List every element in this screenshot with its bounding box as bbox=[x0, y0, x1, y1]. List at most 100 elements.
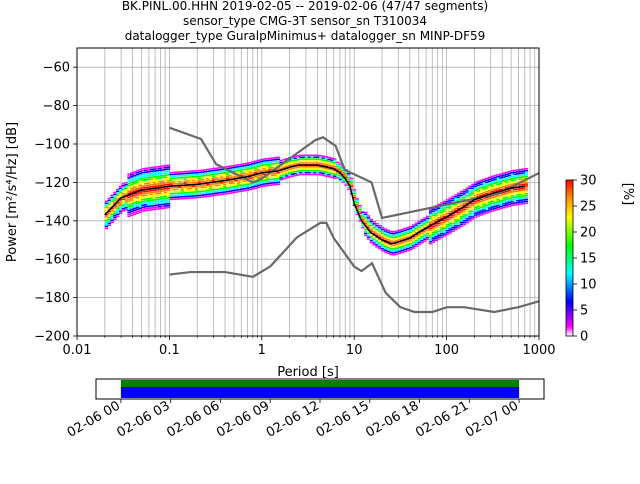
psd-cell bbox=[225, 177, 230, 179]
psd-cell bbox=[296, 174, 300, 176]
psd-cell bbox=[513, 204, 517, 206]
psd-cell bbox=[124, 208, 128, 211]
psd-cell bbox=[366, 217, 371, 219]
psd-cell bbox=[476, 182, 481, 185]
x-tick-label: 1 bbox=[258, 343, 266, 358]
psd-cell bbox=[459, 219, 464, 222]
psd-cell bbox=[234, 168, 238, 170]
psd-cell bbox=[476, 207, 481, 209]
psd-cell bbox=[372, 238, 376, 240]
psd-cell bbox=[304, 168, 309, 170]
psd-cell bbox=[290, 169, 295, 172]
psd-cell bbox=[118, 195, 123, 197]
psd-cell bbox=[516, 174, 520, 177]
psd-cell bbox=[138, 174, 143, 177]
psd-cell bbox=[282, 174, 286, 176]
psd-cell bbox=[259, 181, 264, 184]
psd-cell bbox=[411, 247, 416, 249]
psd-cell bbox=[124, 183, 128, 186]
psd-cell bbox=[431, 239, 436, 241]
psd-cell bbox=[189, 176, 193, 178]
psd-cell bbox=[420, 220, 424, 223]
psd-cell bbox=[378, 226, 382, 229]
psd-cell bbox=[459, 202, 464, 204]
psd-cell bbox=[217, 176, 221, 179]
psd-cell bbox=[395, 236, 399, 238]
psd-cell bbox=[228, 188, 233, 190]
psd-cell bbox=[426, 236, 430, 239]
psd-cell bbox=[507, 203, 512, 206]
psd-cell bbox=[254, 181, 258, 184]
psd-cell bbox=[459, 204, 464, 206]
x-axis: 0.01 0.1 1 10 100 1000 bbox=[63, 336, 556, 358]
psd-cell bbox=[104, 214, 109, 216]
psd-cell bbox=[116, 190, 120, 193]
psd-cell bbox=[149, 182, 154, 184]
psd-cell bbox=[462, 223, 467, 226]
psd-cell bbox=[107, 222, 112, 225]
psd-cell bbox=[358, 210, 362, 213]
psd-cell bbox=[197, 192, 202, 195]
psd-cell bbox=[138, 169, 143, 171]
psd-cell bbox=[290, 173, 295, 176]
psd-cell bbox=[155, 167, 159, 170]
psd-cell bbox=[383, 247, 388, 249]
psd-cell bbox=[510, 200, 514, 203]
psd-cell bbox=[330, 169, 334, 171]
psd-cell bbox=[152, 176, 157, 178]
psd-cell bbox=[231, 182, 236, 184]
psd-cell bbox=[420, 222, 424, 225]
psd-cell bbox=[448, 230, 453, 232]
psd-cell bbox=[476, 192, 481, 194]
psd-cell bbox=[499, 207, 503, 210]
psd-cell bbox=[409, 229, 413, 232]
psd-cell bbox=[488, 203, 492, 205]
psd-cell bbox=[502, 199, 506, 201]
psd-cell bbox=[330, 176, 334, 179]
psd-cell bbox=[183, 195, 188, 198]
psd-cell bbox=[130, 172, 134, 174]
psd-cell bbox=[372, 240, 376, 242]
psd-cell bbox=[428, 210, 433, 212]
psd-cell bbox=[135, 206, 140, 209]
psd-cell bbox=[479, 185, 483, 187]
psd-cell bbox=[344, 176, 348, 179]
psd-cell bbox=[127, 182, 131, 185]
psd-cell bbox=[147, 178, 151, 181]
psd-cell bbox=[380, 234, 385, 237]
psd-cell bbox=[172, 198, 176, 201]
psd-cell bbox=[132, 213, 137, 215]
psd-cell bbox=[200, 171, 205, 173]
psd-cell bbox=[287, 172, 292, 174]
psd-cell bbox=[166, 168, 171, 170]
psd-cell bbox=[417, 222, 422, 225]
psd-cell bbox=[454, 217, 458, 219]
psd-cell bbox=[496, 183, 500, 186]
psd-cell bbox=[473, 200, 478, 203]
psd-cell bbox=[245, 183, 250, 186]
psd-cell bbox=[417, 237, 422, 240]
psd-cell bbox=[149, 209, 154, 211]
psd-cell bbox=[158, 169, 162, 172]
psd-cell bbox=[127, 175, 131, 177]
psd-cell bbox=[302, 171, 306, 174]
psd-cell bbox=[161, 205, 165, 208]
psd-cell bbox=[327, 160, 331, 163]
psd-cell bbox=[476, 215, 481, 217]
psd-cell bbox=[400, 228, 405, 231]
psd-cell bbox=[256, 180, 261, 183]
psd-cell bbox=[242, 166, 247, 169]
psd-cell bbox=[113, 197, 117, 199]
psd-cell bbox=[254, 166, 258, 168]
psd-cell bbox=[524, 171, 529, 174]
psd-cell bbox=[490, 206, 495, 208]
psd-cell bbox=[510, 170, 514, 172]
psd-cell bbox=[293, 163, 298, 165]
psd-cell bbox=[242, 187, 247, 190]
psd-cell bbox=[386, 231, 391, 233]
psd-cell bbox=[431, 218, 436, 220]
psd-cell bbox=[417, 220, 422, 223]
psd-cell bbox=[471, 218, 475, 220]
psd-cell bbox=[465, 214, 469, 216]
psd-cell bbox=[364, 226, 368, 229]
